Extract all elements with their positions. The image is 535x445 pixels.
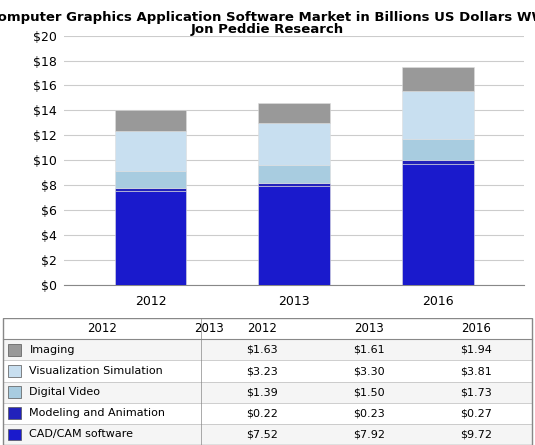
Bar — [402, 160, 474, 164]
Text: $7.52: $7.52 — [246, 429, 278, 439]
Bar — [402, 67, 474, 91]
Text: $0.22: $0.22 — [246, 409, 278, 418]
Bar — [3, 424, 532, 445]
Text: $0.23: $0.23 — [353, 409, 385, 418]
Bar — [8, 386, 21, 398]
Bar — [8, 408, 21, 419]
Text: 2016: 2016 — [461, 322, 491, 335]
Text: JPR: JPR — [13, 291, 45, 304]
Text: $1.61: $1.61 — [353, 345, 385, 355]
Text: CAD/CAM software: CAD/CAM software — [29, 429, 133, 439]
Bar — [3, 403, 532, 424]
Text: Digital Video: Digital Video — [29, 387, 101, 397]
Bar — [258, 183, 330, 186]
Text: $9.72: $9.72 — [460, 429, 492, 439]
Bar — [114, 131, 186, 171]
Text: Jon Peddie Research: Jon Peddie Research — [9, 310, 50, 314]
Text: Modeling and Animation: Modeling and Animation — [29, 409, 165, 418]
Text: $3.81: $3.81 — [460, 366, 492, 376]
Text: Visualization Simulation: Visualization Simulation — [29, 366, 163, 376]
Text: Imaging: Imaging — [29, 345, 75, 355]
Text: $7.92: $7.92 — [353, 429, 385, 439]
Text: Computer Graphics Application Software Market in Billions US Dollars WW: Computer Graphics Application Software M… — [0, 11, 535, 24]
Bar — [114, 171, 186, 188]
Bar — [114, 110, 186, 131]
Text: $1.63: $1.63 — [246, 345, 278, 355]
Text: 2012: 2012 — [87, 322, 117, 335]
Text: $1.39: $1.39 — [246, 387, 278, 397]
Bar — [402, 91, 474, 139]
Text: $1.94: $1.94 — [460, 345, 492, 355]
Bar — [8, 344, 21, 356]
Bar — [8, 429, 21, 440]
Bar — [3, 360, 532, 382]
Text: $1.73: $1.73 — [460, 387, 492, 397]
Bar — [402, 139, 474, 160]
Bar — [3, 339, 532, 360]
Bar — [8, 365, 21, 377]
Bar — [402, 164, 474, 285]
Text: $1.50: $1.50 — [353, 387, 385, 397]
Bar — [258, 123, 330, 165]
Bar — [3, 382, 532, 403]
Text: $3.23: $3.23 — [246, 366, 278, 376]
Bar — [258, 165, 330, 183]
Bar — [114, 188, 186, 191]
Text: $0.27: $0.27 — [460, 409, 492, 418]
Text: 2013: 2013 — [354, 322, 384, 335]
Text: 2013: 2013 — [194, 322, 224, 335]
Text: $3.30: $3.30 — [353, 366, 385, 376]
Bar — [114, 191, 186, 285]
Bar — [258, 103, 330, 123]
Text: 2012: 2012 — [247, 322, 277, 335]
Text: Jon Peddie Research: Jon Peddie Research — [191, 23, 344, 36]
Bar — [258, 186, 330, 285]
